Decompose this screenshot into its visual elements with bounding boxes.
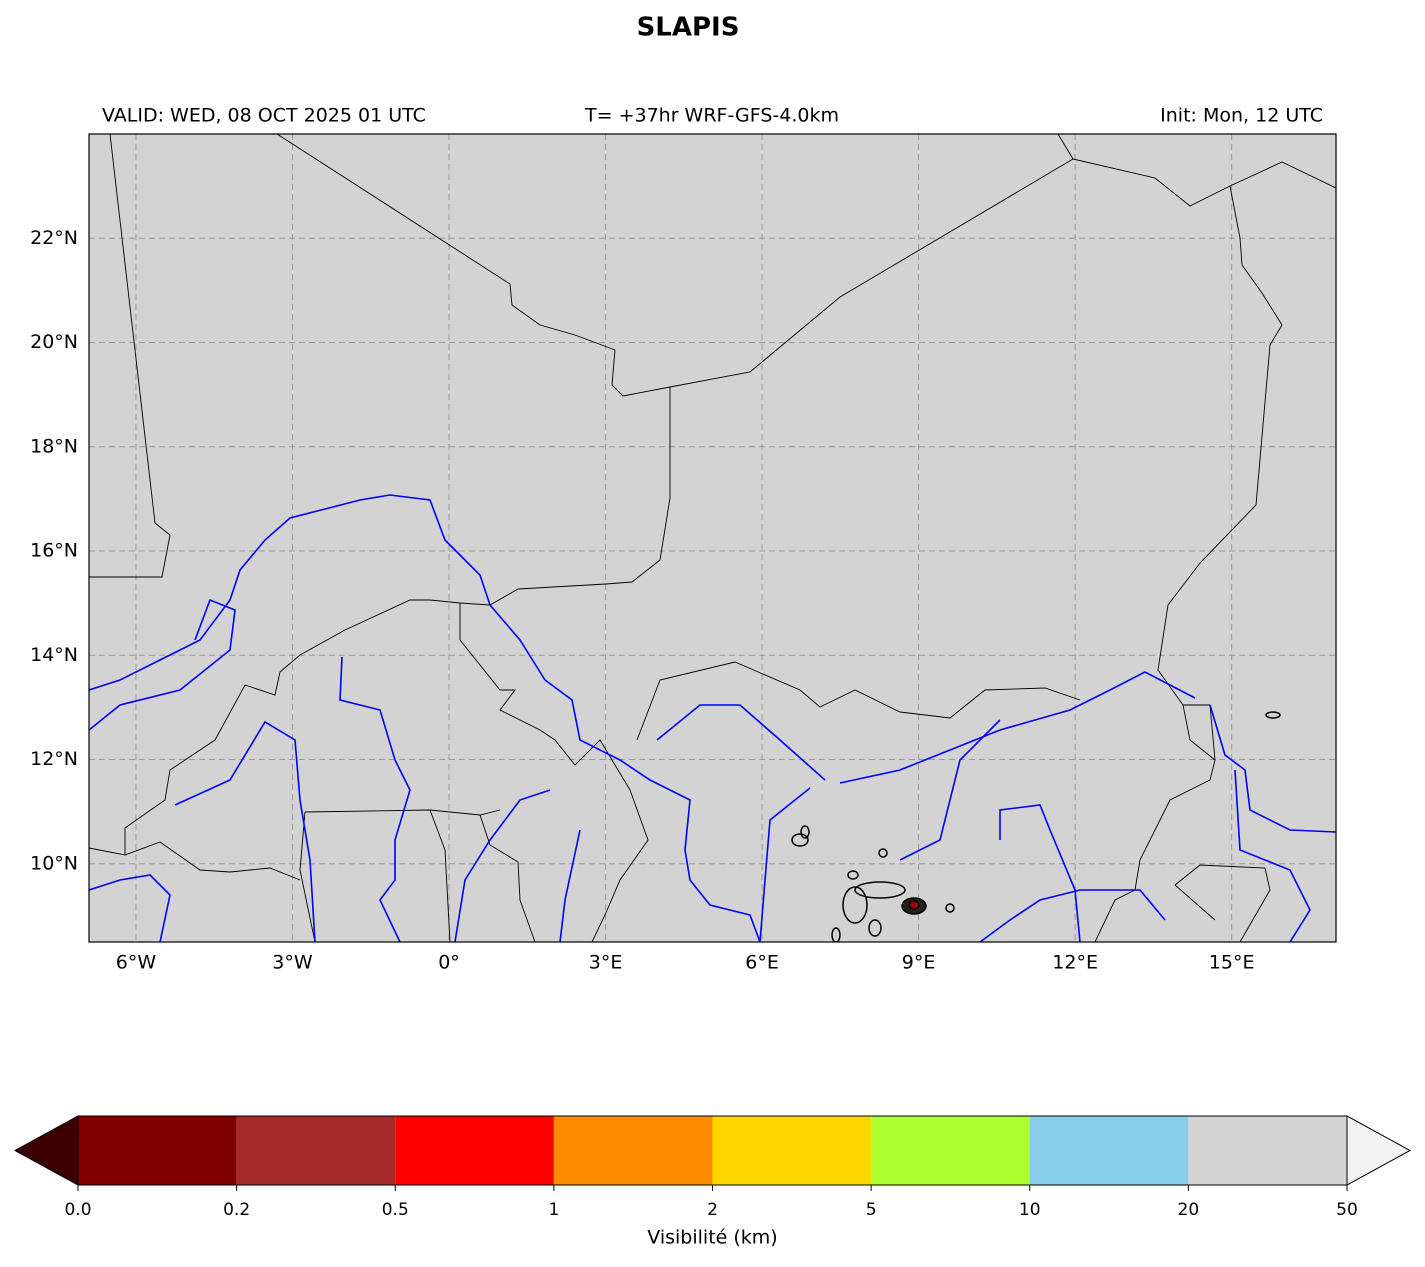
river (839, 671, 1196, 784)
border (89, 387, 671, 856)
colorbar-extend-over (1346, 1115, 1412, 1186)
colorbar-tick-label: 0.2 (223, 1200, 250, 1220)
border (459, 603, 649, 942)
colorbar-segment (871, 1116, 1030, 1185)
x-tick-label: 3°W (272, 952, 313, 974)
border (636, 661, 1081, 741)
y-tick-label: 20°N (30, 331, 78, 353)
river (89, 494, 761, 942)
x-tick-label: 9°E (902, 952, 936, 974)
colorbar-tick-label: 2 (707, 1200, 718, 1220)
colorbar-extend-under (13, 1115, 79, 1186)
chart-title: SLAPIS (637, 13, 740, 43)
colorbar-segment (553, 1116, 713, 1185)
colorbar-label: Visibilité (km) (647, 1227, 777, 1249)
x-tick-label: 3°E (589, 952, 623, 974)
colorbar-tick-label: 20 (1178, 1200, 1200, 1220)
x-tick-label: 12°E (1052, 952, 1098, 974)
river (89, 704, 1336, 942)
subtitle-right: Init: Mon, 12 UTC (1160, 105, 1323, 127)
y-tick-label: 14°N (30, 644, 78, 666)
y-tick-label: 22°N (30, 227, 78, 249)
colorbar-tick-label: 0.5 (382, 1200, 409, 1220)
border (276, 134, 1074, 397)
river (899, 719, 1166, 942)
y-tick-label: 10°N (30, 852, 78, 874)
grid (89, 134, 1336, 942)
colorbar-segment (1029, 1116, 1189, 1185)
border (1072, 158, 1336, 207)
x-tick-label: 6°E (745, 952, 779, 974)
colorbar-tick-label: 5 (866, 1200, 877, 1220)
colorbar-tick-label: 10 (1019, 1200, 1041, 1220)
colorbar-segment (78, 1116, 237, 1185)
colorbar-tick-label: 50 (1336, 1200, 1358, 1220)
subtitle-center: T= +37hr WRF-GFS-4.0km (584, 105, 839, 127)
colorbar-segment (395, 1116, 554, 1185)
map-frame (88, 133, 1337, 943)
river (89, 598, 411, 942)
x-tick-label: 6°W (116, 952, 157, 974)
map-background (89, 134, 1336, 942)
contour-cells (791, 711, 1281, 942)
border (124, 809, 536, 942)
x-tick-label: 15°E (1209, 952, 1255, 974)
river (656, 704, 826, 942)
colorbar-segment (236, 1116, 396, 1185)
y-tick-label: 12°N (30, 748, 78, 770)
colorbar: 0.0 0.2 0.5 1 2 5 10 20 50 Visibilité (km) (13, 1115, 1412, 1249)
colorbar-segment (1188, 1116, 1347, 1185)
colorbar-tick-label: 1 (548, 1200, 559, 1220)
border (1094, 185, 1283, 942)
y-tick-label: 16°N (30, 540, 78, 562)
border (89, 134, 171, 578)
y-tick-label: 18°N (30, 435, 78, 457)
x-tick-label: 0° (438, 952, 460, 974)
colorbar-tick-label: 0.0 (64, 1200, 91, 1220)
subtitle-left: VALID: WED, 08 OCT 2025 01 UTC (102, 105, 426, 127)
map-features (89, 134, 1336, 942)
colorbar-segment (712, 1116, 872, 1185)
